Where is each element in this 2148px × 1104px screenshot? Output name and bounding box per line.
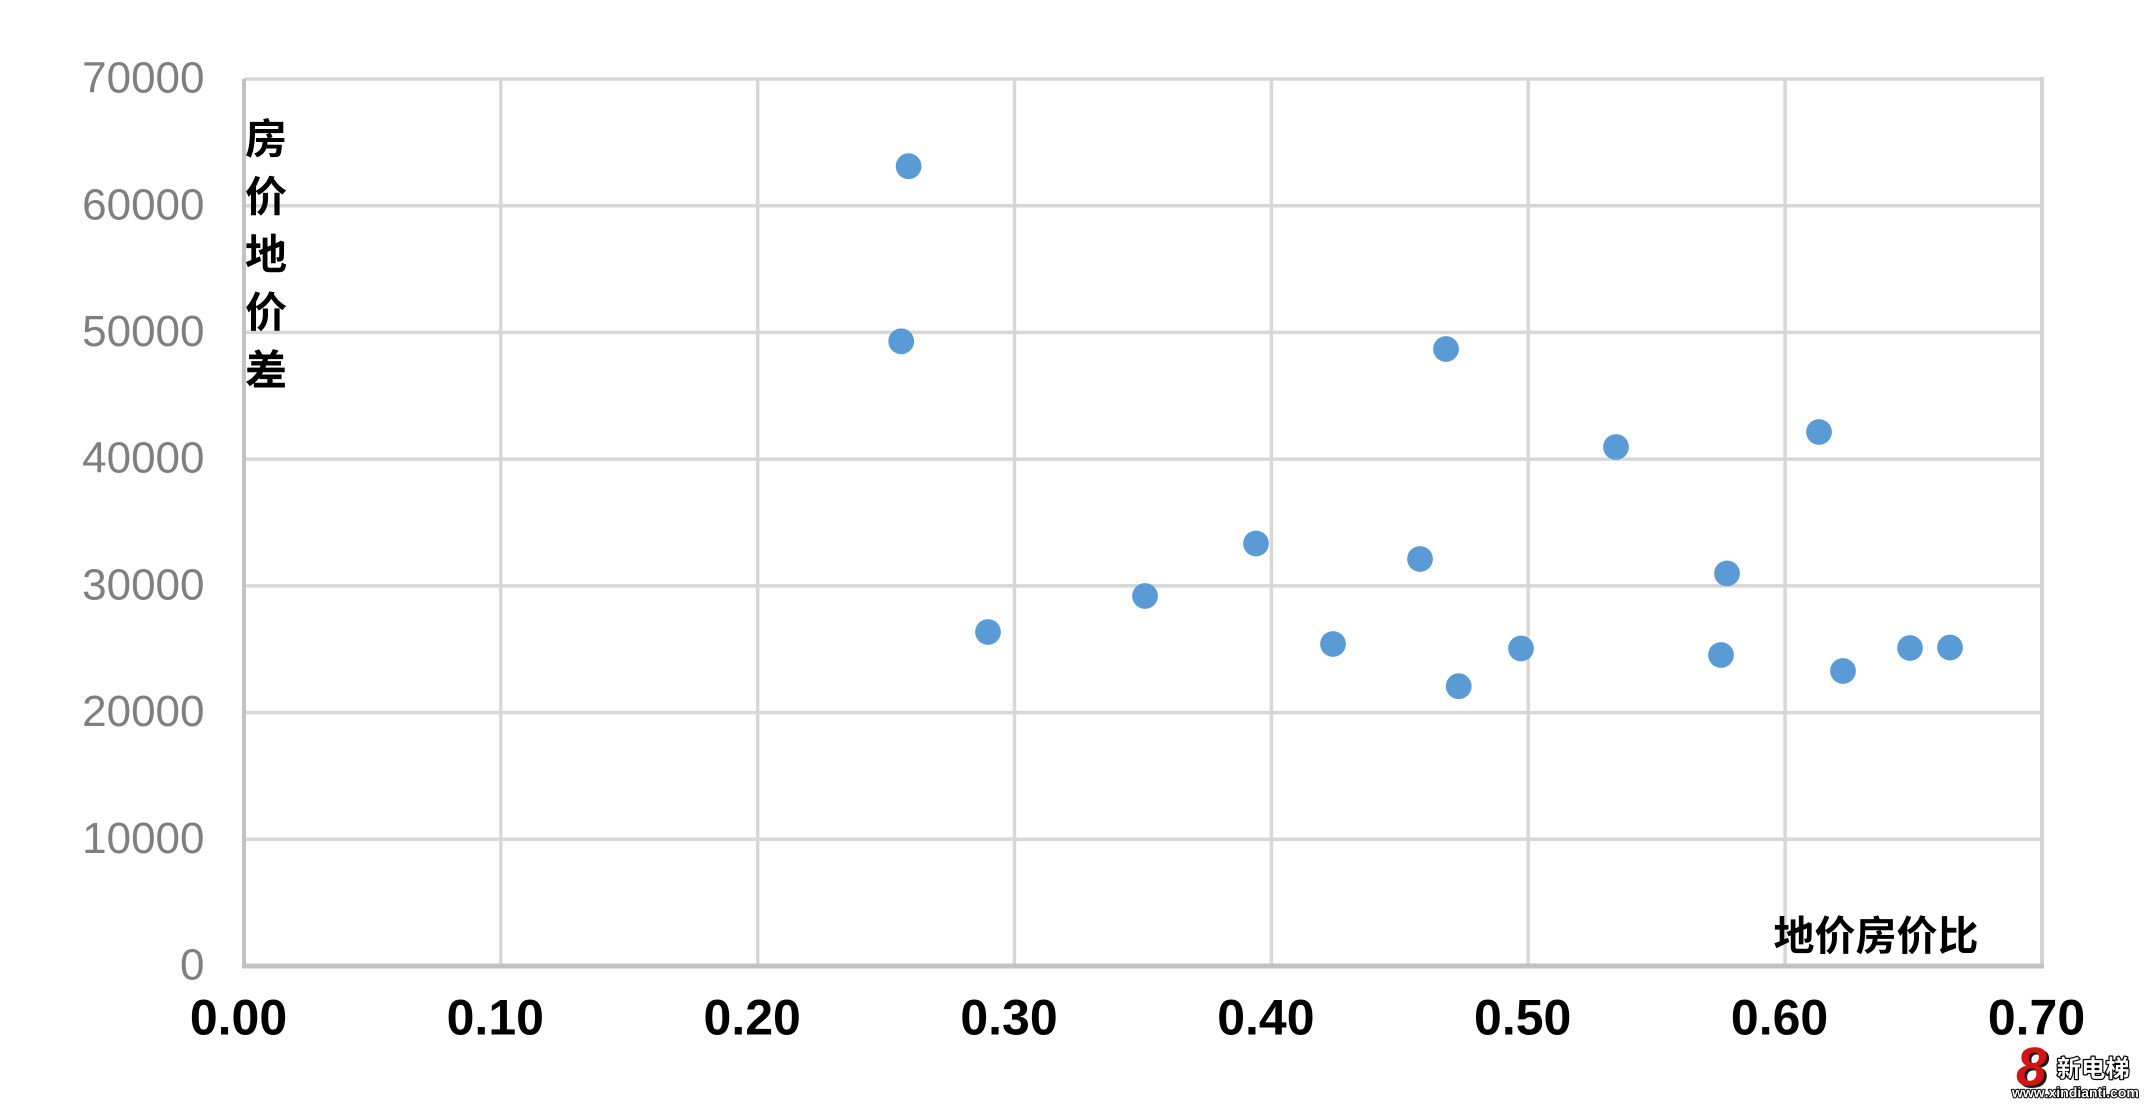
svg-text:40000: 40000 [82,434,204,483]
svg-text:20000: 20000 [82,687,204,736]
svg-text:0.60: 0.60 [1731,990,1828,1046]
svg-text:0.70: 0.70 [1988,990,2085,1046]
svg-text:0.50: 0.50 [1474,990,1571,1046]
svg-text:50000: 50000 [82,307,204,356]
svg-text:0.20: 0.20 [704,990,801,1046]
svg-text:10000: 10000 [82,814,204,863]
svg-text:0: 0 [180,941,204,990]
svg-text:30000: 30000 [82,561,204,610]
svg-text:8: 8 [2016,1036,2047,1098]
svg-text:0.10: 0.10 [447,990,544,1046]
svg-text:60000: 60000 [82,180,204,229]
svg-text:70000: 70000 [82,54,204,103]
svg-text:0.00: 0.00 [190,990,287,1046]
svg-text:0.30: 0.30 [960,990,1057,1046]
svg-text:0.40: 0.40 [1217,990,1314,1046]
